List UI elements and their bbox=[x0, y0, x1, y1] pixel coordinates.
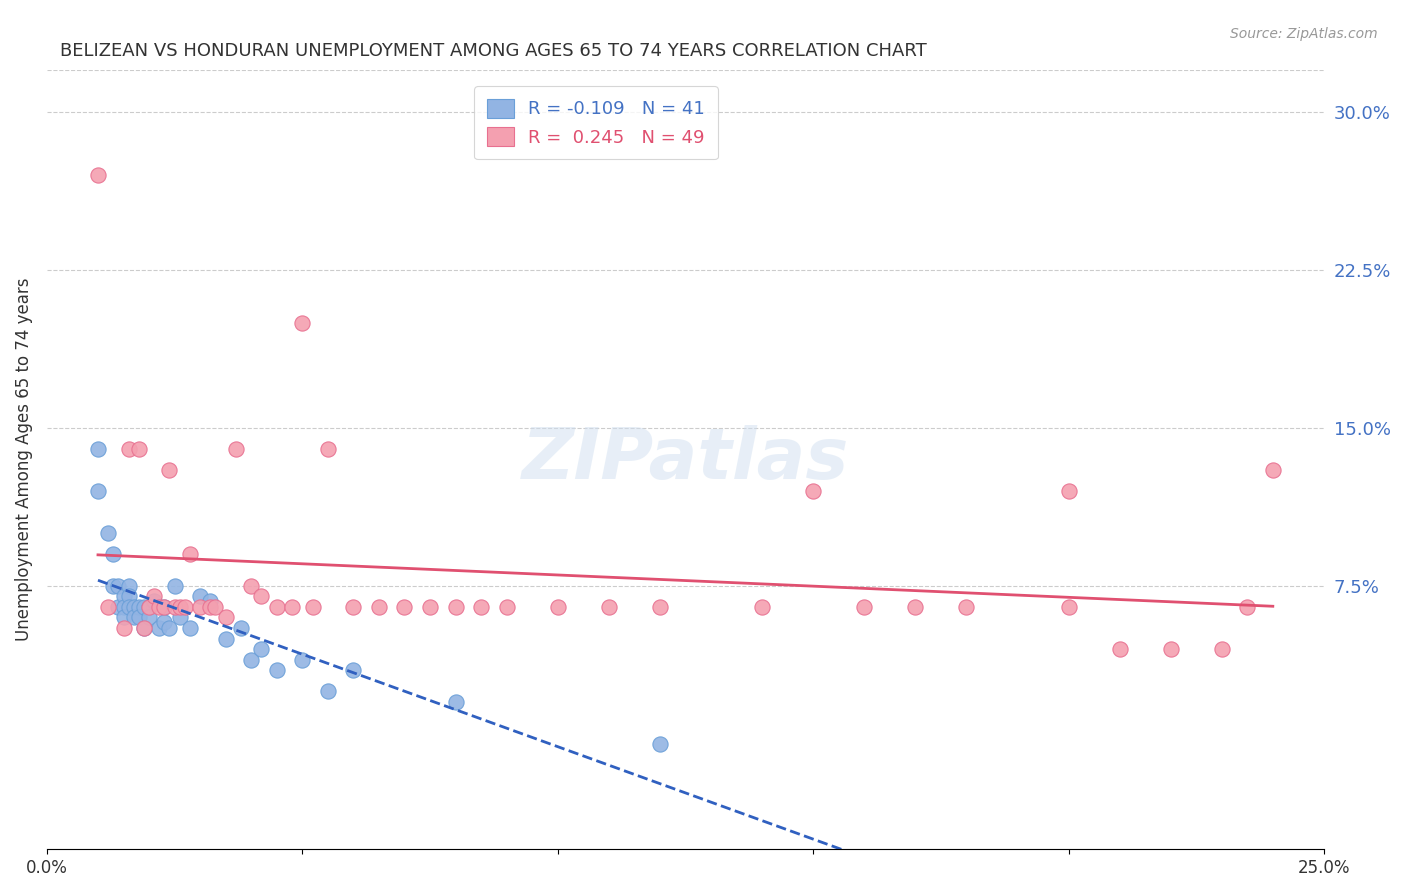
Hondurans bbox=[87, 168, 110, 182]
Belizeans bbox=[153, 599, 176, 614]
Belizeans bbox=[107, 579, 129, 593]
Belizeans bbox=[250, 642, 273, 657]
Hondurans bbox=[853, 599, 876, 614]
Belizeans bbox=[291, 653, 314, 667]
Hondurans bbox=[648, 599, 671, 614]
Belizeans bbox=[128, 610, 150, 624]
Y-axis label: Unemployment Among Ages 65 to 74 years: Unemployment Among Ages 65 to 74 years bbox=[15, 277, 32, 641]
Hondurans bbox=[342, 599, 364, 614]
Belizeans bbox=[122, 610, 145, 624]
Belizeans bbox=[128, 599, 150, 614]
Belizeans bbox=[153, 615, 176, 629]
Belizeans bbox=[138, 610, 160, 624]
Hondurans bbox=[598, 599, 620, 614]
Belizeans bbox=[117, 590, 139, 604]
Belizeans bbox=[342, 663, 364, 677]
Belizeans bbox=[179, 621, 201, 635]
Hondurans bbox=[419, 599, 441, 614]
Belizeans bbox=[240, 653, 263, 667]
Text: ZIPatlas: ZIPatlas bbox=[522, 425, 849, 494]
Hondurans bbox=[163, 599, 186, 614]
Belizeans bbox=[163, 579, 186, 593]
Hondurans bbox=[444, 599, 467, 614]
Hondurans bbox=[128, 442, 150, 456]
Hondurans bbox=[169, 599, 191, 614]
Hondurans bbox=[1160, 642, 1182, 657]
Hondurans bbox=[225, 442, 247, 456]
Belizeans bbox=[112, 610, 135, 624]
Hondurans bbox=[266, 599, 288, 614]
Belizeans bbox=[117, 599, 139, 614]
Hondurans bbox=[1057, 599, 1080, 614]
Belizeans bbox=[169, 610, 191, 624]
Hondurans bbox=[138, 599, 160, 614]
Hondurans bbox=[1236, 599, 1258, 614]
Hondurans bbox=[751, 599, 773, 614]
Hondurans bbox=[394, 599, 416, 614]
Text: Source: ZipAtlas.com: Source: ZipAtlas.com bbox=[1230, 27, 1378, 41]
Hondurans bbox=[495, 599, 517, 614]
Hondurans bbox=[801, 484, 824, 499]
Hondurans bbox=[204, 599, 226, 614]
Hondurans bbox=[1261, 463, 1284, 477]
Belizeans bbox=[132, 621, 155, 635]
Hondurans bbox=[301, 599, 323, 614]
Hondurans bbox=[955, 599, 977, 614]
Hondurans bbox=[904, 599, 927, 614]
Hondurans bbox=[547, 599, 569, 614]
Hondurans bbox=[153, 599, 176, 614]
Belizeans bbox=[200, 593, 222, 607]
Hondurans bbox=[200, 599, 222, 614]
Hondurans bbox=[1108, 642, 1130, 657]
Hondurans bbox=[188, 599, 211, 614]
Hondurans bbox=[291, 316, 314, 330]
Belizeans bbox=[112, 599, 135, 614]
Belizeans bbox=[132, 599, 155, 614]
Belizeans bbox=[266, 663, 288, 677]
Belizeans bbox=[107, 599, 129, 614]
Hondurans bbox=[97, 599, 120, 614]
Belizeans bbox=[229, 621, 252, 635]
Belizeans bbox=[112, 590, 135, 604]
Hondurans bbox=[159, 463, 181, 477]
Belizeans bbox=[87, 442, 110, 456]
Hondurans bbox=[112, 621, 135, 635]
Belizeans bbox=[122, 599, 145, 614]
Hondurans bbox=[250, 590, 273, 604]
Belizeans bbox=[87, 484, 110, 499]
Hondurans bbox=[132, 621, 155, 635]
Text: BELIZEAN VS HONDURAN UNEMPLOYMENT AMONG AGES 65 TO 74 YEARS CORRELATION CHART: BELIZEAN VS HONDURAN UNEMPLOYMENT AMONG … bbox=[59, 42, 927, 60]
Hondurans bbox=[1211, 642, 1233, 657]
Hondurans bbox=[215, 610, 238, 624]
Belizeans bbox=[444, 695, 467, 709]
Hondurans bbox=[470, 599, 492, 614]
Belizeans bbox=[215, 632, 238, 646]
Hondurans bbox=[367, 599, 389, 614]
Belizeans bbox=[648, 737, 671, 751]
Hondurans bbox=[281, 599, 304, 614]
Belizeans bbox=[188, 590, 211, 604]
Hondurans bbox=[148, 599, 170, 614]
Belizeans bbox=[117, 579, 139, 593]
Hondurans bbox=[240, 579, 263, 593]
Belizeans bbox=[143, 593, 166, 607]
Belizeans bbox=[316, 684, 339, 698]
Hondurans bbox=[316, 442, 339, 456]
Belizeans bbox=[159, 621, 181, 635]
Hondurans bbox=[179, 547, 201, 561]
Belizeans bbox=[103, 579, 125, 593]
Hondurans bbox=[143, 590, 166, 604]
Belizeans bbox=[97, 526, 120, 541]
Legend: R = -0.109   N = 41, R =  0.245   N = 49: R = -0.109 N = 41, R = 0.245 N = 49 bbox=[474, 87, 718, 160]
Belizeans bbox=[138, 599, 160, 614]
Belizeans bbox=[148, 621, 170, 635]
Hondurans bbox=[1057, 484, 1080, 499]
Belizeans bbox=[103, 547, 125, 561]
Hondurans bbox=[173, 599, 195, 614]
Hondurans bbox=[117, 442, 139, 456]
